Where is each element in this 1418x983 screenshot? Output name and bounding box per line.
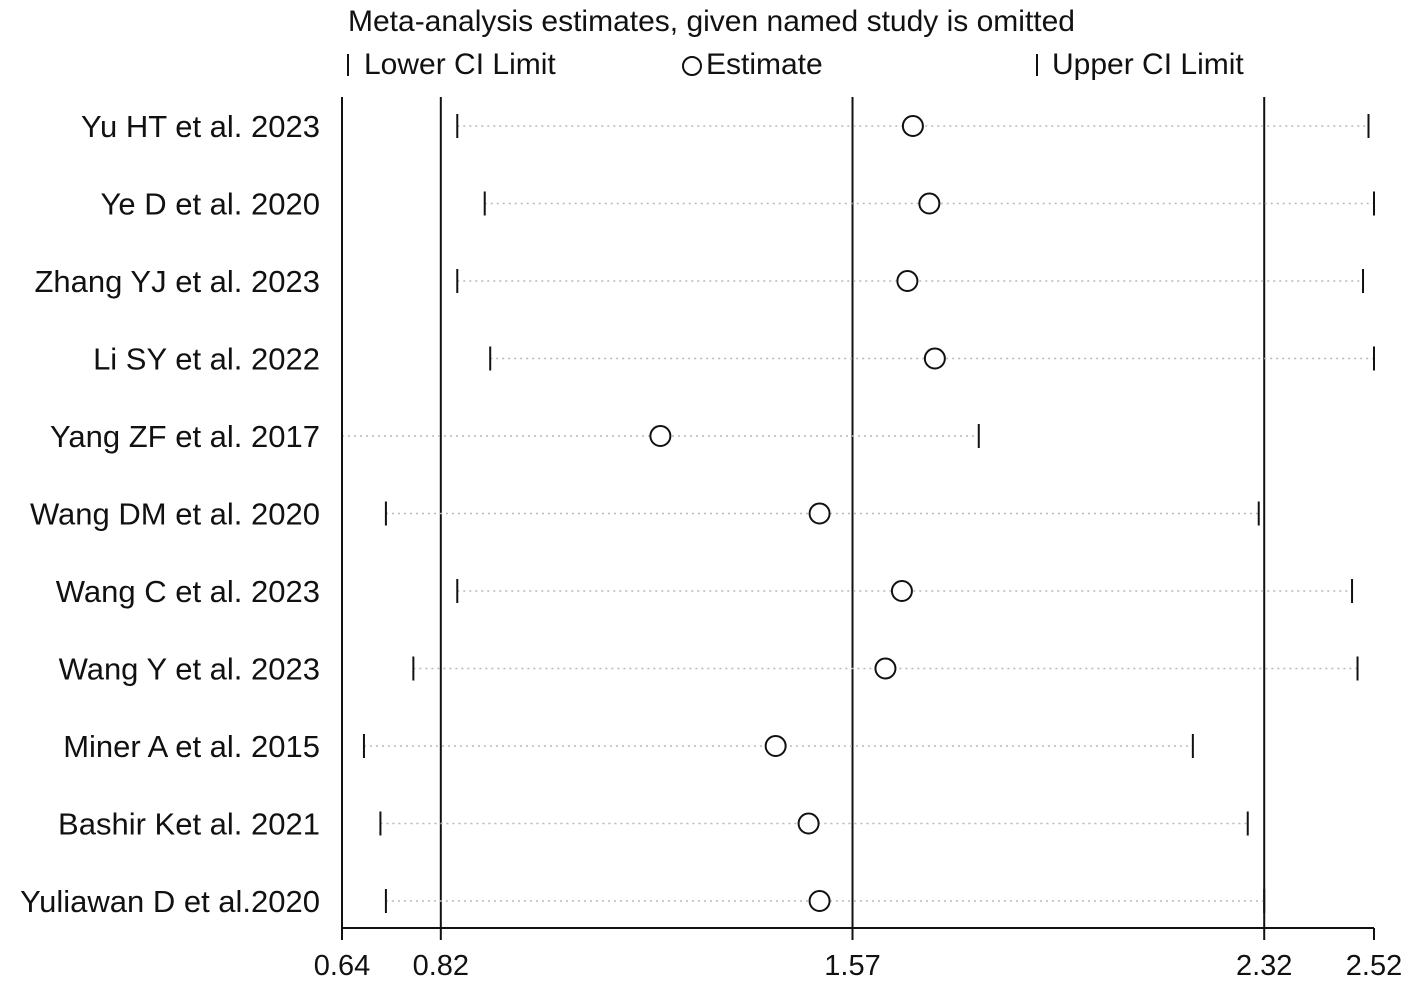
study-rows: Yu HT et al. 2023 Ye D et al. 2020 Zhang Y… [20,109,1375,919]
study-row: Zhang YJ et al. 2023 [34,264,1365,299]
x-tick-label: 2.52 [1346,950,1402,982]
study-row: Wang DM et al. 2020 [30,497,1260,532]
estimate-marker [874,657,897,680]
study-label: Yu HT et al. 2023 [81,109,320,144]
study-row: Yu HT et al. 2023 [81,109,1370,144]
study-label: Zhang YJ et al. 2023 [34,264,320,299]
x-tick-label: 0.82 [413,950,469,982]
estimate-marker [923,347,946,370]
estimate-marker [797,812,820,835]
x-axis: 0.64 0.82 1.57 2.32 2.52 [314,927,1402,982]
study-label: Li SY et al. 2022 [93,342,320,377]
estimate-marker [901,115,924,137]
estimate-marker [890,580,913,602]
study-label: Miner A et al. 2015 [63,729,320,764]
study-row: Yuliawan D et al.2020 [20,884,1266,919]
study-label: Yang ZF et al. 2017 [50,419,320,454]
reference-lines [341,97,1266,928]
legend-estimate-label: Estimate [706,48,823,81]
legend-upper-ci-label: Upper CI Limit [1052,48,1244,81]
study-label: Wang Y et al. 2023 [59,652,320,687]
study-label: Wang C et al. 2023 [56,574,320,609]
study-label: Wang DM et al. 2020 [30,497,320,532]
x-tick-label: 2.32 [1236,950,1292,982]
estimate-marker [918,192,941,215]
study-row: Bashir Ket al. 2021 [58,807,1249,842]
study-row: Yang ZF et al. 2017 [50,419,980,454]
x-tick-label: 1.57 [824,950,880,982]
study-row: Ye D et al. 2020 [101,187,1375,222]
study-label: Yuliawan D et al.2020 [20,884,320,919]
estimate-marker [808,502,831,525]
study-row: Wang C et al. 2023 [56,574,1354,609]
legend: Lower CI Limit Estimate Upper CI Limit [347,48,1244,81]
estimate-marker [896,270,919,292]
study-row: Miner A et al. 2015 [63,729,1194,764]
chart-title: Meta-analysis estimates, given named stu… [348,5,1075,38]
estimate-marker [808,890,831,912]
x-tick-label: 0.64 [314,950,370,982]
study-row: Wang Y et al. 2023 [59,652,1359,687]
legend-estimate-marker [682,56,702,76]
study-row: Li SY et al. 2022 [93,342,1375,377]
estimate-marker [764,735,787,757]
estimate-marker [649,425,672,447]
study-label: Ye D et al. 2020 [101,187,320,222]
legend-lower-ci-label: Lower CI Limit [364,48,556,81]
study-label: Bashir Ket al. 2021 [58,807,320,842]
